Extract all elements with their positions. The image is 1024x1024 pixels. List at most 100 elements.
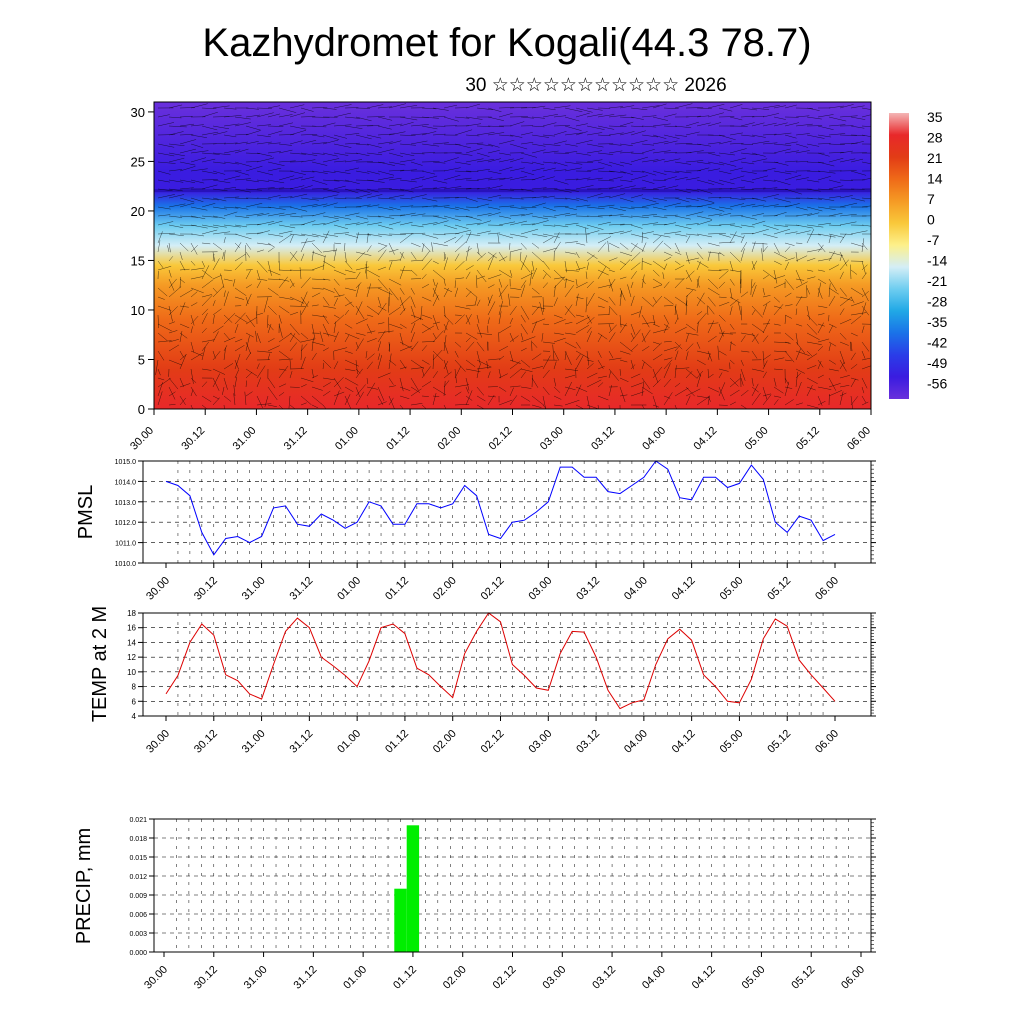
wind-vector xyxy=(850,105,865,109)
wind-vector xyxy=(465,390,473,406)
wind-vector xyxy=(443,360,449,370)
wind-vector xyxy=(795,269,803,284)
wind-vector xyxy=(696,261,701,271)
wind-vector xyxy=(344,152,359,154)
wind-vector xyxy=(476,314,480,324)
wind-vector xyxy=(828,196,841,199)
wind-vector xyxy=(707,395,710,406)
wind-vector xyxy=(608,230,624,235)
wind-vector xyxy=(685,269,692,282)
wind-vector xyxy=(366,104,384,109)
wind-vector xyxy=(498,300,504,316)
wind-vector xyxy=(333,391,345,397)
wind-vector xyxy=(817,114,834,118)
wind-vector xyxy=(465,158,484,163)
wind-vector xyxy=(696,143,711,147)
wind-vector xyxy=(619,350,631,355)
wind-vector xyxy=(289,234,294,244)
wind-vector xyxy=(652,223,668,226)
wind-vector xyxy=(410,322,416,334)
wind-vector xyxy=(399,345,413,352)
wind-vector xyxy=(498,287,503,300)
wind-vector xyxy=(706,305,709,316)
wind-vector xyxy=(553,224,569,228)
wind-vector xyxy=(333,278,340,286)
wind-vector xyxy=(586,113,603,118)
wind-vector xyxy=(564,125,582,131)
wind-vector xyxy=(421,197,438,202)
wind-vector xyxy=(454,196,468,199)
wind-vector xyxy=(531,267,538,280)
wind-vector xyxy=(179,350,184,358)
wind-vector xyxy=(531,318,546,325)
wind-vector xyxy=(256,363,260,370)
wind-vector xyxy=(168,169,183,172)
wind-vector xyxy=(223,123,240,127)
wind-vector xyxy=(575,355,584,370)
wind-vector xyxy=(377,148,395,154)
wind-vector xyxy=(365,350,368,359)
wind-vector xyxy=(619,394,628,397)
wind-vector xyxy=(289,371,293,379)
wind-vector xyxy=(608,125,627,127)
wind-vector xyxy=(201,346,206,361)
wind-vector xyxy=(179,179,196,183)
wind-vector xyxy=(421,395,429,397)
wind-vector xyxy=(531,134,550,138)
wind-vector xyxy=(839,375,850,379)
wind-vector xyxy=(300,185,313,190)
wind-vector xyxy=(498,134,514,137)
wind-vector xyxy=(475,275,478,289)
wind-vector xyxy=(388,194,405,199)
wind-vector xyxy=(553,125,571,127)
wind-vector xyxy=(795,332,799,346)
wind-vector xyxy=(740,179,754,183)
wind-vector xyxy=(861,401,869,406)
wind-vector xyxy=(652,328,669,334)
wind-vector xyxy=(531,377,539,388)
wind-vector xyxy=(718,270,729,280)
wind-vector xyxy=(663,107,679,110)
wind-vector xyxy=(707,269,722,272)
wind-vector xyxy=(399,341,413,350)
wind-vector xyxy=(729,224,743,228)
wind-vector xyxy=(432,371,438,379)
wind-vector xyxy=(531,374,533,388)
wind-vector xyxy=(773,212,787,217)
wind-vector xyxy=(762,335,769,343)
wind-vector xyxy=(168,286,182,298)
wind-vector xyxy=(575,152,591,156)
wind-vector xyxy=(399,269,412,272)
wind-vector xyxy=(443,215,461,221)
wind-vector xyxy=(762,350,765,367)
wind-vector xyxy=(179,215,198,218)
wind-vector xyxy=(377,353,381,361)
y-tick-label: 1012.0 xyxy=(115,520,137,527)
wind-vector xyxy=(674,341,683,350)
wind-vector xyxy=(795,150,810,154)
wind-vector xyxy=(542,273,547,280)
wind-vector xyxy=(278,149,293,154)
wind-vector xyxy=(322,107,337,110)
wind-vector xyxy=(850,312,867,316)
wind-vector xyxy=(245,130,261,136)
wind-vector xyxy=(256,187,275,190)
wind-vector xyxy=(586,327,592,334)
wind-vector xyxy=(531,251,544,263)
x-tick-label: 02.00 xyxy=(441,964,469,992)
y-tick-label: 0.018 xyxy=(129,836,147,843)
wind-vector xyxy=(652,269,660,277)
x-tick-label: 01.12 xyxy=(383,728,411,756)
wind-vector xyxy=(190,287,204,294)
wind-vector xyxy=(564,151,578,154)
wind-vector xyxy=(509,206,528,210)
wind-vector xyxy=(564,285,574,298)
wind-vector xyxy=(509,269,513,277)
wind-vector xyxy=(366,245,372,253)
wind-vector xyxy=(333,242,342,245)
wind-vector xyxy=(399,323,407,329)
wind-vector xyxy=(608,176,623,181)
wind-vector xyxy=(410,140,428,145)
wind-vector xyxy=(355,301,363,316)
